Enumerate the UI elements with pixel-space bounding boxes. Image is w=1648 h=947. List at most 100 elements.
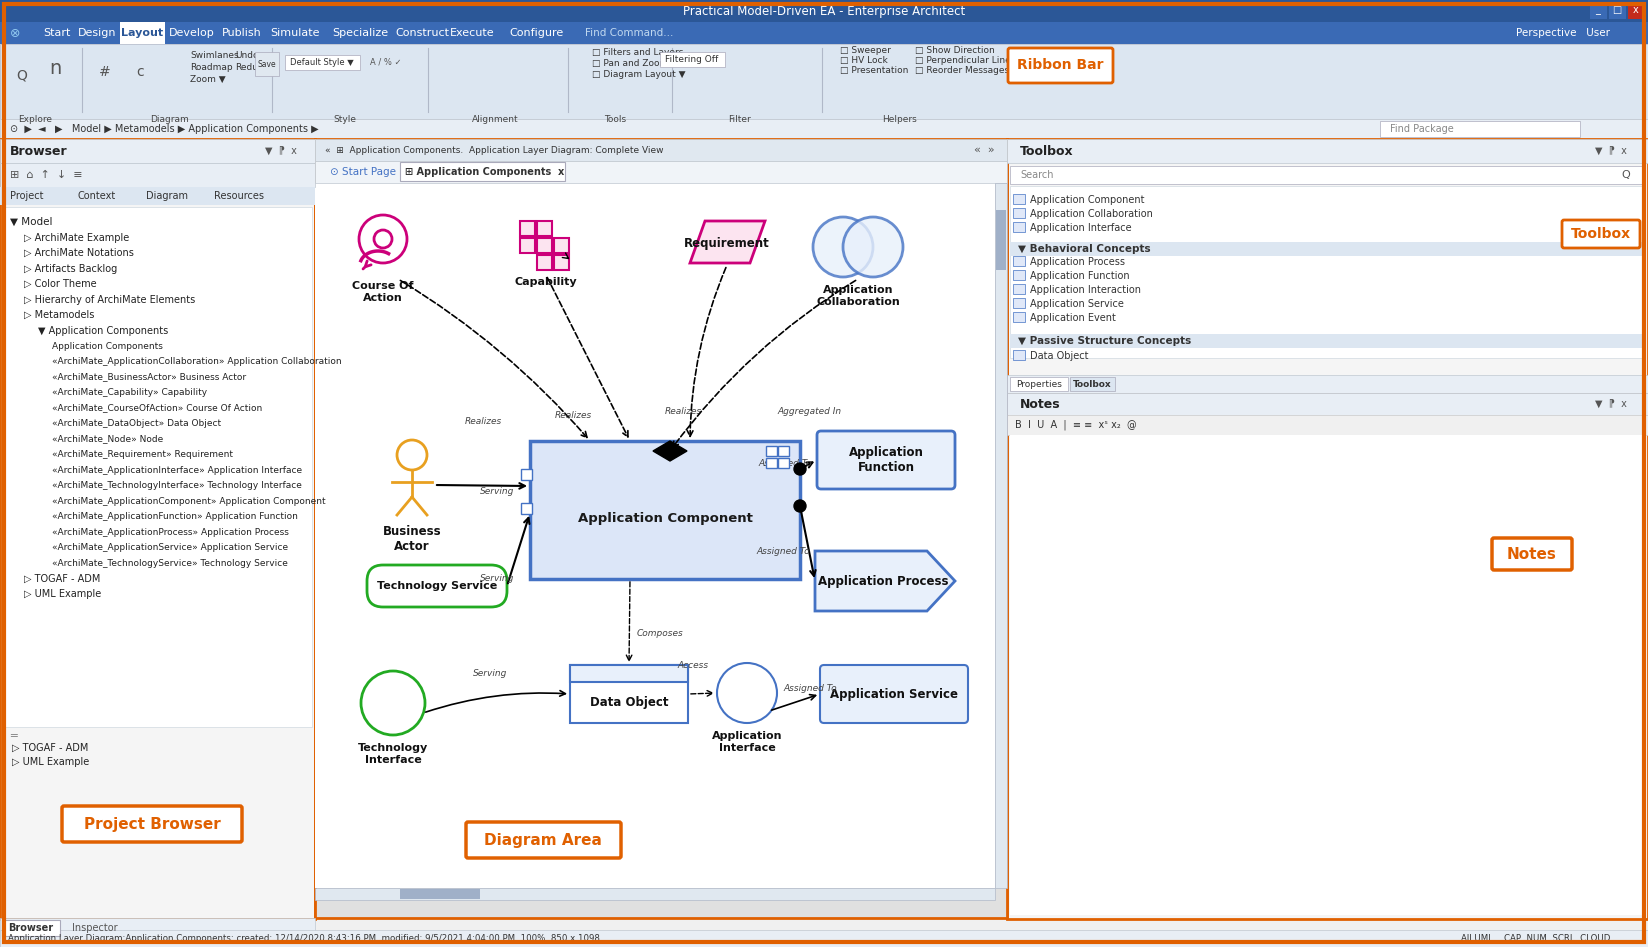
Text: Resources: Resources	[214, 191, 264, 201]
Bar	[570, 665, 687, 723]
Bar	[537, 221, 552, 236]
Bar	[1010, 334, 1645, 348]
Text: Default Style ▼: Default Style ▼	[290, 58, 354, 66]
Text: «ArchiMate_ApplicationProcess» Application Process: «ArchiMate_ApplicationProcess» Applicati…	[53, 527, 288, 537]
Text: ▼ Model: ▼ Model	[10, 217, 53, 227]
Text: □ Perpendicular Lines: □ Perpendicular Lines	[915, 56, 1015, 65]
Bar	[0, 0, 1648, 22]
Bar	[0, 22, 1648, 44]
Bar	[315, 139, 1007, 161]
Bar	[1014, 312, 1025, 322]
Text: Realizes: Realizes	[465, 417, 501, 425]
Bar	[995, 183, 1007, 888]
Text: Serving: Serving	[480, 487, 514, 495]
Text: Swimlanes: Swimlanes	[190, 51, 239, 60]
Text: Design: Design	[77, 28, 117, 38]
Text: ▼  ⁋  x: ▼ ⁋ x	[1595, 146, 1627, 156]
Text: A / % ✓: A / % ✓	[371, 58, 402, 66]
Text: ⊙  ▶  ◄   ▶   Model ▶ Metamodels ▶ Application Components ▶: ⊙ ▶ ◄ ▶ Model ▶ Metamodels ▶ Application…	[10, 124, 318, 134]
Circle shape	[374, 230, 392, 248]
Text: All UML    CAP  NUM  SCRL  CLOUD: All UML CAP NUM SCRL CLOUD	[1460, 934, 1610, 942]
Bar	[1010, 377, 1068, 391]
Text: Application
Function: Application Function	[849, 446, 923, 474]
Text: Application
Interface: Application Interface	[712, 731, 783, 753]
Bar	[995, 210, 1005, 270]
Text: ▷ Color Theme: ▷ Color Theme	[25, 279, 97, 289]
Text: ▼ Passive Structure Concepts: ▼ Passive Structure Concepts	[1018, 336, 1192, 346]
Bar	[778, 458, 789, 468]
FancyBboxPatch shape	[1009, 48, 1112, 83]
Bar	[537, 238, 552, 253]
Text: Application Event: Application Event	[1030, 313, 1116, 323]
Text: #: #	[99, 65, 110, 79]
Bar	[400, 889, 480, 899]
Text: ▷ Metamodels: ▷ Metamodels	[25, 310, 94, 320]
FancyBboxPatch shape	[368, 565, 508, 607]
Text: Course Of
Action: Course Of Action	[353, 281, 414, 303]
Text: ▷ Hierarchy of ArchiMate Elements: ▷ Hierarchy of ArchiMate Elements	[25, 295, 194, 305]
Text: Application Component: Application Component	[1030, 195, 1144, 205]
Text: Project Browser: Project Browser	[84, 816, 221, 831]
Circle shape	[794, 500, 806, 512]
Text: Serving: Serving	[473, 669, 508, 677]
Text: Layout: Layout	[120, 28, 163, 38]
Text: c: c	[137, 65, 143, 79]
Bar	[537, 255, 552, 270]
Text: □ Pan and Zoom: □ Pan and Zoom	[592, 59, 667, 68]
Text: «ArchiMate_ApplicationFunction» Application Function: «ArchiMate_ApplicationFunction» Applicat…	[53, 512, 298, 521]
Bar	[0, 139, 315, 163]
Text: ▼ Application Components: ▼ Application Components	[38, 326, 168, 335]
Text: «ArchiMate_Requirement» Requirement: «ArchiMate_Requirement» Requirement	[53, 450, 232, 459]
Text: Application Service: Application Service	[1030, 299, 1124, 309]
Bar	[554, 238, 569, 253]
Text: Tools: Tools	[603, 115, 626, 124]
Text: Composes: Composes	[636, 629, 684, 637]
Text: x: x	[1633, 5, 1638, 15]
Bar	[1010, 166, 1645, 184]
Bar	[521, 238, 536, 253]
Text: Business
Actor: Business Actor	[382, 525, 442, 553]
Bar	[521, 503, 532, 514]
Bar	[315, 183, 995, 888]
Bar	[1014, 256, 1025, 266]
Bar	[521, 469, 532, 480]
Text: Toolbox: Toolbox	[1020, 145, 1073, 157]
Bar	[0, 163, 315, 187]
Bar	[315, 888, 995, 900]
Text: Requirement: Requirement	[684, 237, 770, 249]
Text: Explore: Explore	[18, 115, 53, 124]
Bar	[570, 665, 687, 682]
Text: «ArchiMate_BusinessActor» Business Actor: «ArchiMate_BusinessActor» Business Actor	[53, 372, 246, 382]
Text: ⊗: ⊗	[10, 27, 20, 40]
Bar	[0, 930, 1648, 947]
Text: Application Process: Application Process	[1030, 257, 1126, 267]
Text: Application Function: Application Function	[1030, 271, 1129, 281]
Text: Practical Model-Driven EA - Enterprise Architect: Practical Model-Driven EA - Enterprise A…	[682, 5, 966, 17]
Text: «ArchiMate_ApplicationCollaboration» Application Collaboration: «ArchiMate_ApplicationCollaboration» App…	[53, 357, 341, 366]
Text: Realizes: Realizes	[664, 406, 702, 416]
Circle shape	[844, 217, 903, 277]
Text: Toolbox: Toolbox	[1073, 380, 1111, 388]
Text: ⊞ Application Components  x: ⊞ Application Components x	[405, 167, 564, 177]
Text: Q: Q	[1622, 170, 1630, 180]
Bar	[1007, 375, 1648, 393]
Text: ▼ Behavioral Concepts: ▼ Behavioral Concepts	[1018, 244, 1150, 254]
Bar	[400, 162, 565, 181]
Text: ▷ UML Example: ▷ UML Example	[25, 589, 101, 599]
Text: «  »: « »	[974, 145, 995, 155]
Text: Save: Save	[257, 60, 277, 68]
FancyBboxPatch shape	[817, 431, 954, 489]
Text: «ArchiMate_ApplicationInterface» Application Interface: «ArchiMate_ApplicationInterface» Applica…	[53, 466, 302, 474]
Bar	[1007, 393, 1648, 415]
Circle shape	[812, 217, 873, 277]
Bar	[1014, 298, 1025, 308]
Bar	[120, 22, 165, 44]
Bar	[766, 458, 776, 468]
Text: Diagram: Diagram	[147, 191, 188, 201]
Text: Application Component: Application Component	[577, 511, 753, 525]
Text: Data Object: Data Object	[1030, 351, 1088, 361]
Text: Application
Collaboration: Application Collaboration	[816, 285, 900, 307]
Bar	[3, 207, 311, 727]
Bar	[1628, 2, 1645, 19]
Text: Application Interface: Application Interface	[1030, 223, 1132, 233]
